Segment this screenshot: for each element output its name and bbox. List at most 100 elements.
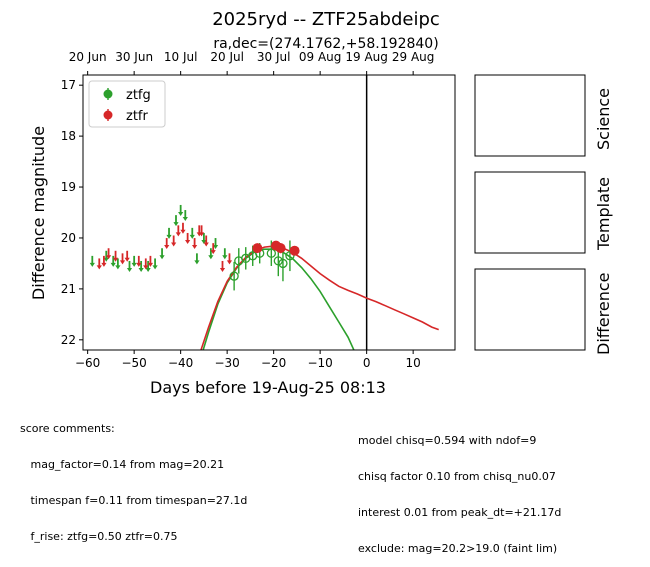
- comment-line: score comments:: [20, 422, 115, 435]
- upper-limit-head: [131, 262, 137, 267]
- detection-ztfr: [252, 243, 263, 254]
- upper-limit-ztfr: [136, 255, 142, 267]
- comment-line: chisq factor 0.10 from chisq_nu0.07: [358, 470, 556, 483]
- upper-limit-ztfr: [112, 250, 119, 262]
- upper-limit-head: [115, 265, 121, 270]
- upper-limit-head: [124, 257, 130, 262]
- upper-limit-head: [222, 255, 228, 260]
- upper-limit-head: [194, 260, 200, 265]
- comment-line: model chisq=0.594 with ndof=9: [358, 434, 537, 447]
- y-tick-label: 17: [61, 78, 76, 92]
- upper-limit-ztfr: [143, 258, 149, 270]
- science-cutout: [474, 74, 586, 157]
- upper-limit-ztfr: [226, 253, 233, 265]
- legend-label-ztfg: ztfg: [126, 88, 151, 103]
- x-tick-label: −30: [214, 356, 239, 370]
- upper-limit-ztfr: [105, 248, 112, 260]
- detection-ztfr: [289, 245, 300, 256]
- upper-limit-head: [198, 232, 205, 237]
- data-point: [275, 243, 286, 254]
- upper-limit-head: [152, 265, 158, 270]
- plot-area: −60 −50 −40 −30 −20 −10 0 10 20 Jun 30 Jun 10 Jul 2…: [61, 50, 456, 370]
- upper-limit-ztfr: [203, 235, 209, 247]
- top-axis-tick-label: 10 Jul: [164, 50, 198, 64]
- legend-marker-ztfg: [103, 89, 113, 99]
- upper-limit-ztfg: [182, 210, 188, 222]
- comment-line: timespan f=0.11 from timespan=27.1d: [20, 494, 248, 507]
- model-curve-ztfr: [200, 245, 439, 350]
- upper-limit-ztfg: [89, 255, 95, 267]
- upper-limit-ztfr: [164, 238, 170, 250]
- y-tick-label: 22: [61, 333, 76, 347]
- difference-label: Difference: [594, 272, 613, 355]
- y-tick-label: 18: [61, 129, 76, 143]
- upper-limit-ztfr: [185, 232, 191, 244]
- upper-limit-ztfg: [145, 260, 151, 272]
- upper-limit-head: [136, 262, 142, 267]
- y-axis-label: Difference magnitude: [29, 126, 48, 300]
- detection-ztfg: [229, 261, 239, 291]
- chart-title: 2025ryd -- ZTF25abdeipc: [212, 9, 440, 30]
- x-axis-label: Days before 19-Aug-25 08:13: [150, 378, 386, 397]
- upper-limit-head: [159, 255, 165, 260]
- upper-limit-ztfr: [175, 225, 181, 237]
- upper-limit-ztfr: [192, 238, 198, 250]
- top-axis-tick-label: 20 Jun: [69, 50, 107, 64]
- x-tick-label: −50: [121, 356, 146, 370]
- y-tick-label: 20: [61, 231, 76, 245]
- upper-limit-ztfr: [210, 243, 216, 255]
- upper-limit-head: [175, 232, 181, 237]
- upper-limit-head: [103, 257, 109, 262]
- upper-limit-head: [201, 239, 207, 244]
- upper-limit-ztfr: [124, 250, 130, 262]
- upper-limit-ztfg: [115, 258, 121, 270]
- comment-line: f_rise: ztfg=0.50 ztfr=0.75: [20, 530, 178, 543]
- upper-limit-ztfr: [101, 255, 107, 267]
- upper-limit-ztfg: [201, 232, 207, 244]
- upper-limit-ztfr: [171, 235, 177, 247]
- top-axis-tick-label: 29 Aug: [392, 50, 435, 64]
- upper-limit-ztfg: [159, 248, 165, 260]
- lightcurve-chart: 2025ryd -- ZTF25abdeipc ra,dec=(274.1762…: [29, 9, 586, 397]
- upper-limit-head: [164, 245, 170, 250]
- upper-limit-head: [182, 217, 188, 222]
- upper-limit-head: [192, 245, 198, 250]
- upper-limit-head: [138, 267, 144, 272]
- upper-limit-ztfg: [178, 204, 184, 216]
- upper-limit-head: [203, 242, 209, 247]
- upper-limit-ztfg: [212, 238, 219, 250]
- x-tick-label: −60: [75, 356, 100, 370]
- upper-limit-ztfg: [166, 227, 172, 239]
- y-tick-label: 19: [61, 180, 76, 194]
- upper-limit-ztfr: [147, 255, 154, 267]
- score-comments: score comments: mag_factor=0.14 from mag…: [20, 399, 247, 555]
- upper-limit-head: [178, 211, 184, 216]
- upper-limit-ztfr: [119, 253, 126, 265]
- upper-limit-head: [173, 222, 179, 227]
- comment-line: exclude: mag=20.2>19.0 (faint lim): [358, 542, 558, 555]
- x-tick-label: −20: [261, 356, 286, 370]
- upper-limit-ztfr: [96, 258, 102, 270]
- upper-limit-head: [96, 265, 102, 270]
- x-tick-label: 10: [406, 356, 421, 370]
- upper-limit-head: [180, 229, 186, 234]
- upper-limit-head: [105, 255, 112, 260]
- x-tick-label: 0: [363, 356, 371, 370]
- upper-limit-head: [185, 239, 191, 244]
- plot-inner: [89, 75, 439, 350]
- top-axis-tick-label: 30 Jun: [115, 50, 153, 64]
- upper-limit-head: [212, 245, 219, 250]
- detection-ztfr: [275, 243, 286, 254]
- data-point: [266, 248, 276, 258]
- template-label: Template: [594, 176, 613, 250]
- upper-limit-ztfg: [173, 215, 179, 227]
- legend: ztfg ztfr: [88, 80, 166, 128]
- upper-limit-head: [119, 260, 126, 265]
- upper-limit-head: [208, 255, 214, 260]
- upper-limit-head: [166, 234, 172, 239]
- upper-limit-ztfg: [222, 248, 228, 260]
- upper-limit-head: [143, 265, 149, 270]
- upper-limit-ztfr: [219, 260, 226, 272]
- upper-limit-ztfg: [131, 255, 137, 267]
- data-point: [229, 271, 239, 281]
